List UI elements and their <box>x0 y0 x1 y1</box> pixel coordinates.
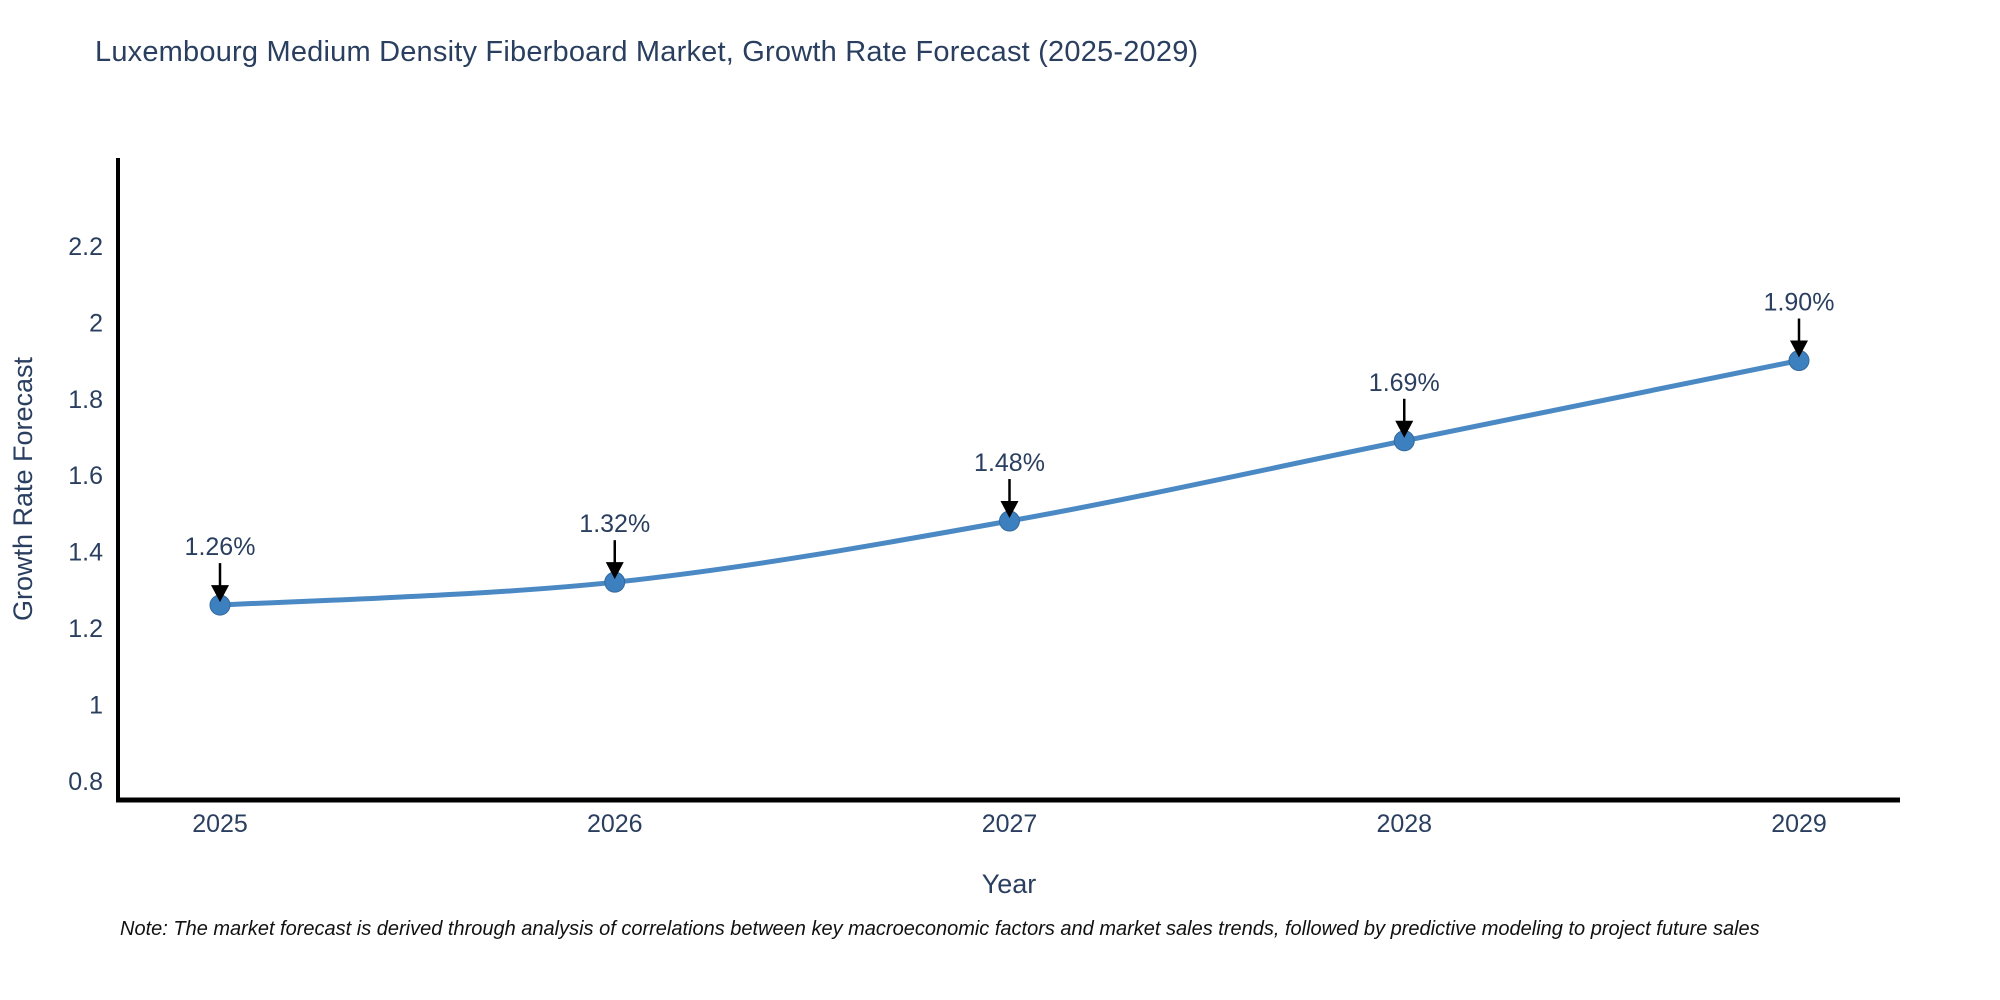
chart-title: Luxembourg Medium Density Fiberboard Mar… <box>95 36 1199 68</box>
y-tick-label: 1.2 <box>68 615 103 643</box>
x-axis-title: Year <box>982 869 1037 899</box>
y-axis-title: Growth Rate Forecast <box>8 356 38 621</box>
x-tick-label: 2025 <box>192 810 248 838</box>
chart-footnote: Note: The market forecast is derived thr… <box>120 918 1760 940</box>
y-tick-label: 1.4 <box>68 539 103 567</box>
y-tick-label: 1.6 <box>68 462 103 490</box>
x-tick-label: 2026 <box>587 810 643 838</box>
annotation-arrowhead <box>1395 420 1414 438</box>
annotation-arrowhead <box>605 562 624 580</box>
annotation-arrowhead <box>211 585 229 603</box>
x-tick-label: 2029 <box>1771 810 1827 838</box>
y-tick-label: 2.2 <box>68 233 103 261</box>
x-tick-label: 2027 <box>982 810 1038 838</box>
y-tick-label: 1 <box>89 691 103 719</box>
annotation-label: 1.90% <box>1764 289 1835 317</box>
y-tick-label: 1.8 <box>68 386 103 414</box>
annotation-arrowhead <box>1000 501 1019 519</box>
y-tick-label: 2 <box>89 309 103 337</box>
annotation-label: 1.48% <box>974 449 1045 477</box>
annotation-label: 1.26% <box>185 533 256 561</box>
y-tick-label: 0.8 <box>68 768 103 796</box>
x-tick-label: 2028 <box>1376 810 1432 838</box>
annotation-arrowhead <box>1790 340 1808 358</box>
annotation-label: 1.69% <box>1369 369 1440 397</box>
annotation-label: 1.32% <box>579 510 650 538</box>
